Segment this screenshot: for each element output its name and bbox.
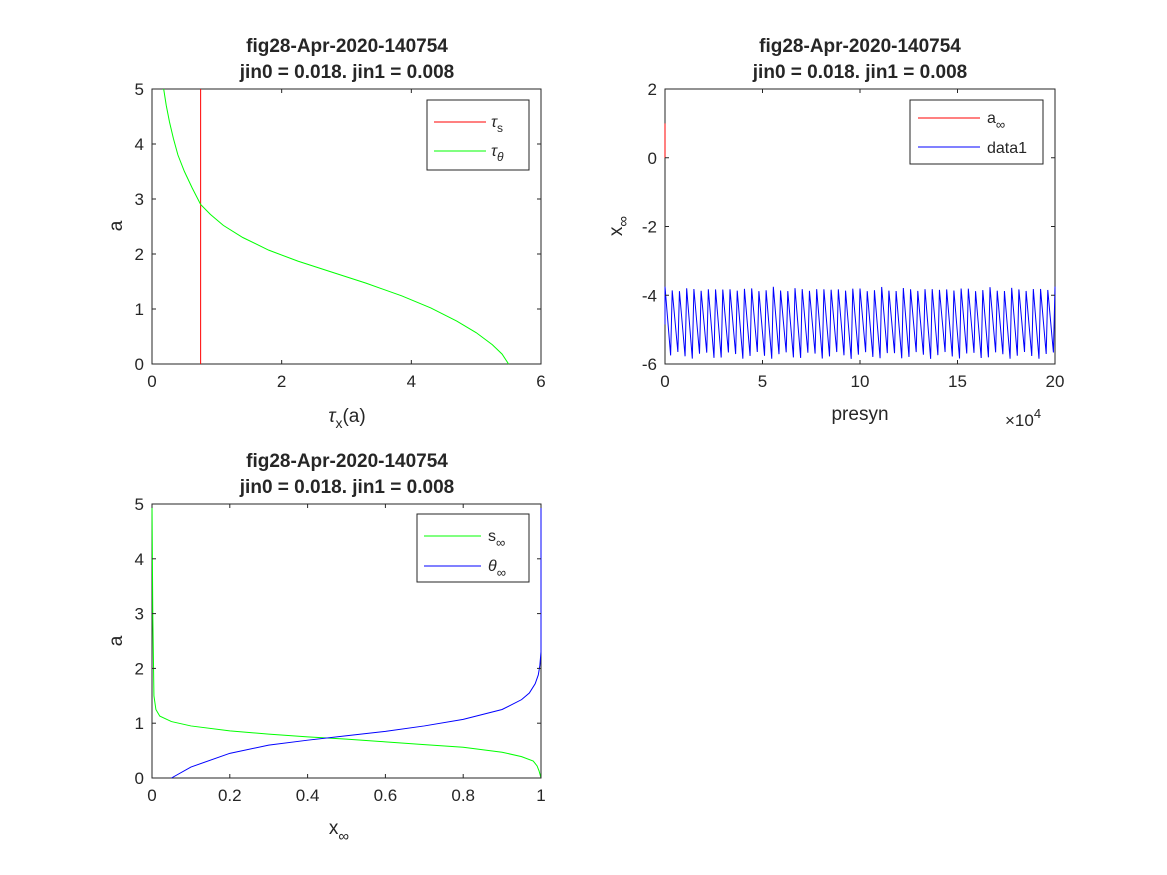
panel-steady-state-ylabel: a	[106, 635, 127, 646]
panel-steady-state-subtitle: jin0 = 0.018. jin1 = 0.008	[239, 477, 454, 498]
y-tick-label: 0	[648, 149, 657, 168]
y-tick-label: -2	[642, 218, 657, 237]
y-tick-label: 2	[648, 80, 657, 99]
panel-xinf-title: fig28-Apr-2020-140754	[759, 36, 961, 57]
panel-tau-series	[163, 88, 509, 365]
y-tick-label: -4	[642, 286, 657, 305]
panel-xinf-legend: a∞ data1	[909, 99, 1044, 165]
x-tick-label: 2	[277, 372, 286, 391]
series-line-2-1	[171, 504, 542, 779]
panel-xinf-series	[664, 123, 1056, 359]
y-tick-label: 0	[135, 355, 144, 374]
y-tick-label: 5	[135, 495, 144, 514]
y-tick-label: 4	[135, 135, 144, 154]
x-tick-label: 4	[407, 372, 416, 391]
x-tick-label: 0.8	[451, 786, 475, 805]
panel-tau-legend: τs τθ	[426, 99, 530, 171]
series-line-1-1	[664, 286, 1056, 359]
y-tick-label: 2	[135, 659, 144, 678]
y-tick-label: 3	[135, 605, 144, 624]
y-tick-label: 5	[135, 80, 144, 99]
panel-tau-title: fig28-Apr-2020-140754	[246, 36, 448, 57]
panel-steady-state-legend-box	[416, 513, 530, 583]
x-tick-label: 0.2	[218, 786, 242, 805]
legend-label-tau-theta: τθ	[491, 143, 504, 164]
panel-xinf-xlabel: presyn	[831, 404, 888, 425]
legend-label-theta-inf: θ∞	[488, 558, 506, 580]
x-tick-label: 0.6	[374, 786, 398, 805]
legend-label-data1: data1	[987, 140, 1027, 157]
x-tick-label: 0	[147, 786, 156, 805]
x-tick-label: 0	[660, 372, 669, 391]
y-tick-label: -6	[642, 355, 657, 374]
panel-tau-xlabel: τx(a)	[328, 406, 365, 431]
series-line-0-1	[163, 88, 509, 365]
x-tick-label: 15	[948, 372, 967, 391]
y-tick-label: 1	[135, 714, 144, 733]
panel-steady-state-legend: s∞ θ∞	[416, 513, 530, 583]
panel-xinf-exponent: ×104	[1005, 406, 1041, 430]
y-tick-label: 1	[135, 300, 144, 319]
x-tick-label: 0	[147, 372, 156, 391]
panel-xinf-subtitle: jin0 = 0.018. jin1 = 0.008	[752, 62, 967, 83]
x-tick-label: 5	[758, 372, 767, 391]
panel-steady-state-title: fig28-Apr-2020-140754	[246, 451, 448, 472]
panel-steady-state-series	[151, 503, 542, 779]
panel-steady-state: fig28-Apr-2020-140754 jin0 = 0.018. jin1…	[106, 451, 546, 845]
panel-tau-subtitle: jin0 = 0.018. jin1 = 0.008	[239, 62, 454, 83]
x-tick-label: 10	[851, 372, 870, 391]
panel-tau-ylabel: a	[106, 220, 127, 231]
y-tick-label: 0	[135, 769, 144, 788]
panel-tau-ticks: 0 2 4 6 0 1 2 3 4 5	[135, 80, 546, 391]
panel-tau-legend-box	[426, 99, 530, 171]
panel-steady-state-ticks: 0 0.2 0.4 0.6 0.8 1 0 1 2 3 4 5	[135, 495, 546, 805]
legend-label-tau-s: τs	[491, 114, 503, 135]
x-tick-label: 6	[536, 372, 545, 391]
x-tick-label: 20	[1046, 372, 1065, 391]
y-tick-label: 3	[135, 190, 144, 209]
panel-xinf-legend-box	[909, 99, 1044, 165]
panel-xinf-ticks: 0 5 10 15 20 -6 -4 -2 0 2	[642, 80, 1065, 391]
y-tick-label: 2	[135, 245, 144, 264]
x-tick-label: 1	[536, 786, 545, 805]
y-tick-label: 4	[135, 550, 144, 569]
panel-tau: fig28-Apr-2020-140754 jin0 = 0.018. jin1…	[106, 36, 546, 431]
panel-xinf: fig28-Apr-2020-140754 jin0 = 0.018. jin1…	[606, 36, 1064, 430]
x-tick-label: 0.4	[296, 786, 320, 805]
